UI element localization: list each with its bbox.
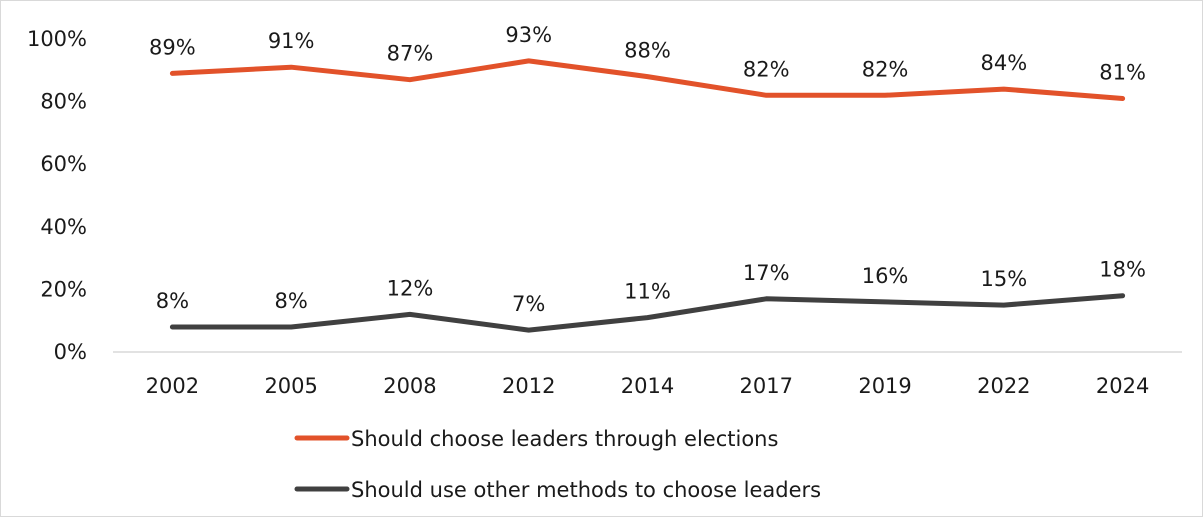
data-label: 12% bbox=[387, 276, 434, 300]
data-label: 81% bbox=[1099, 60, 1146, 84]
y-axis-tick-labels: 0% 20% 40% 60% 80% 100% bbox=[27, 27, 87, 364]
x-tick-label: 2022 bbox=[977, 374, 1030, 398]
data-labels: 89% 91% 87% 93% 88% 82% 82% 84% 81% 8% 8% 12% 7% 11% 1… bbox=[149, 23, 1146, 316]
x-tick-label: 2002 bbox=[146, 374, 199, 398]
data-label: 18% bbox=[1099, 258, 1146, 282]
data-label: 16% bbox=[862, 264, 909, 288]
y-tick-label: 40% bbox=[40, 215, 87, 239]
data-label: 88% bbox=[624, 39, 671, 63]
x-tick-label: 2017 bbox=[740, 374, 793, 398]
data-label: 87% bbox=[387, 42, 434, 66]
data-label: 8% bbox=[156, 289, 189, 313]
series-line-2 bbox=[169, 293, 1126, 333]
legend-label-1: Should choose leaders through elections bbox=[351, 427, 778, 451]
data-label: 11% bbox=[624, 280, 671, 304]
y-tick-label: 20% bbox=[40, 277, 87, 301]
data-label: 91% bbox=[268, 29, 315, 53]
legend: Should choose leaders through elections S… bbox=[294, 427, 821, 502]
data-label: 82% bbox=[862, 57, 909, 81]
y-tick-label: 60% bbox=[40, 152, 87, 176]
data-label: 7% bbox=[512, 292, 545, 316]
data-label: 84% bbox=[980, 51, 1027, 75]
data-label: 17% bbox=[743, 261, 790, 285]
data-label: 82% bbox=[743, 57, 790, 81]
x-tick-label: 2005 bbox=[264, 374, 317, 398]
y-tick-label: 80% bbox=[40, 90, 87, 114]
legend-label-2: Should use other methods to choose leade… bbox=[351, 478, 821, 502]
x-tick-label: 2019 bbox=[858, 374, 911, 398]
x-axis-tick-labels: 2002 2005 2008 2012 2014 2017 2019 2022 2024 bbox=[146, 374, 1150, 398]
data-label: 93% bbox=[505, 23, 552, 47]
data-label: 15% bbox=[980, 267, 1027, 291]
x-tick-label: 2008 bbox=[383, 374, 436, 398]
x-tick-label: 2012 bbox=[502, 374, 555, 398]
y-tick-label: 0% bbox=[54, 340, 87, 364]
x-tick-label: 2014 bbox=[621, 374, 674, 398]
series-lines bbox=[169, 58, 1126, 333]
data-label: 8% bbox=[275, 289, 308, 313]
data-label: 89% bbox=[149, 35, 196, 59]
series-line-1 bbox=[169, 58, 1126, 101]
y-tick-label: 100% bbox=[27, 27, 87, 51]
x-tick-label: 2024 bbox=[1096, 374, 1149, 398]
